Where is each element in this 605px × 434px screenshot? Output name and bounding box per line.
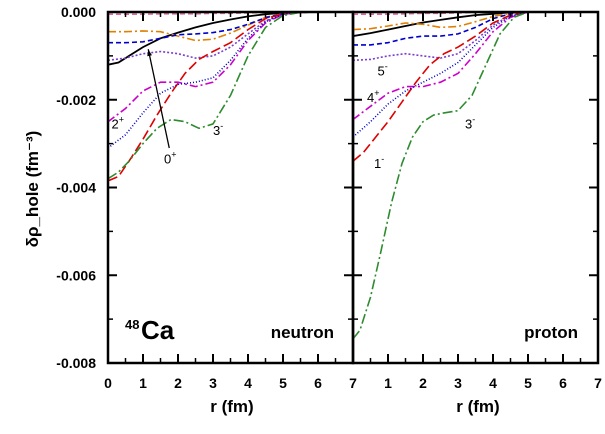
x-tick-label: 1 xyxy=(139,375,147,391)
series-line xyxy=(353,12,529,138)
y-tick-labels: 0.000 -0.002 -0.004 -0.006 -0.008 xyxy=(56,4,96,371)
x-tick-label: 6 xyxy=(559,375,567,391)
curve-label-sup: - xyxy=(381,154,384,164)
series-line xyxy=(353,12,529,340)
curve-label-sup: + xyxy=(374,88,379,98)
x-tick-label: 2 xyxy=(174,375,182,391)
y-tick-label: 0.000 xyxy=(61,4,96,20)
x-tick-label: 6 xyxy=(314,375,322,391)
panel-label-proton: proton xyxy=(524,323,578,342)
curve-label: 5- xyxy=(378,62,388,79)
panel-label-neutron: neutron xyxy=(271,323,334,342)
curve-label-sup: + xyxy=(119,114,124,124)
y-tick-label: -0.002 xyxy=(56,92,96,108)
curve-label: 0+ xyxy=(164,149,177,166)
series-line xyxy=(353,12,529,62)
series-line xyxy=(353,12,529,121)
y-tick-label: -0.006 xyxy=(56,267,96,283)
x-tick-label: 0 xyxy=(104,375,112,391)
curve-label-sup: + xyxy=(171,149,176,159)
series-line xyxy=(108,12,319,182)
series-line xyxy=(353,12,529,162)
curve-label: 1- xyxy=(374,154,384,171)
curve-label: 4+ xyxy=(367,88,380,105)
x-tick-label: 2 xyxy=(419,375,427,391)
x-tick-label: 3 xyxy=(209,375,217,391)
curve-label-sup: - xyxy=(472,114,475,124)
curve-label-sup: - xyxy=(385,62,388,72)
curve-label: 3- xyxy=(465,114,475,131)
curve-label-sup: - xyxy=(220,121,223,131)
x-tick-label: 4 xyxy=(489,375,497,391)
curve-label: 2+ xyxy=(112,114,125,131)
series-line xyxy=(353,12,529,31)
x-axis-title-neutron: r (fm) xyxy=(210,397,253,416)
series-group xyxy=(353,12,546,340)
series-line xyxy=(108,12,319,123)
x-tick-label: 4 xyxy=(244,375,252,391)
panel-proton: 7 1 2 3 4 5 6 7 5- 4+ 3- 1- xyxy=(349,10,602,391)
series-line xyxy=(353,12,529,46)
y-tick-label: -0.008 xyxy=(56,355,96,371)
panel-frame xyxy=(351,10,600,365)
x-tick-label: 5 xyxy=(279,375,287,391)
x-tick-label: 7 xyxy=(349,375,357,391)
y-axis-title: δρ_hole (fm⁻³) xyxy=(23,131,42,248)
x-tick-label: 1 xyxy=(384,375,392,391)
series-group xyxy=(108,12,319,182)
x-tick-label: 5 xyxy=(524,375,532,391)
nucleus-label: 48 Ca xyxy=(125,315,175,345)
nucleus-mass: 48 xyxy=(125,317,139,332)
pointer-arrowhead xyxy=(147,49,152,57)
nucleus-symbol: Ca xyxy=(141,315,175,345)
x-tick-label: 7 xyxy=(594,375,602,391)
series-line xyxy=(108,12,319,180)
pointer-arrow xyxy=(147,49,170,149)
y-tick-label: -0.004 xyxy=(56,180,96,196)
x-axis-title-proton: r (fm) xyxy=(456,397,499,416)
curve-label: 3- xyxy=(213,121,223,138)
x-tick-label: 3 xyxy=(454,375,462,391)
